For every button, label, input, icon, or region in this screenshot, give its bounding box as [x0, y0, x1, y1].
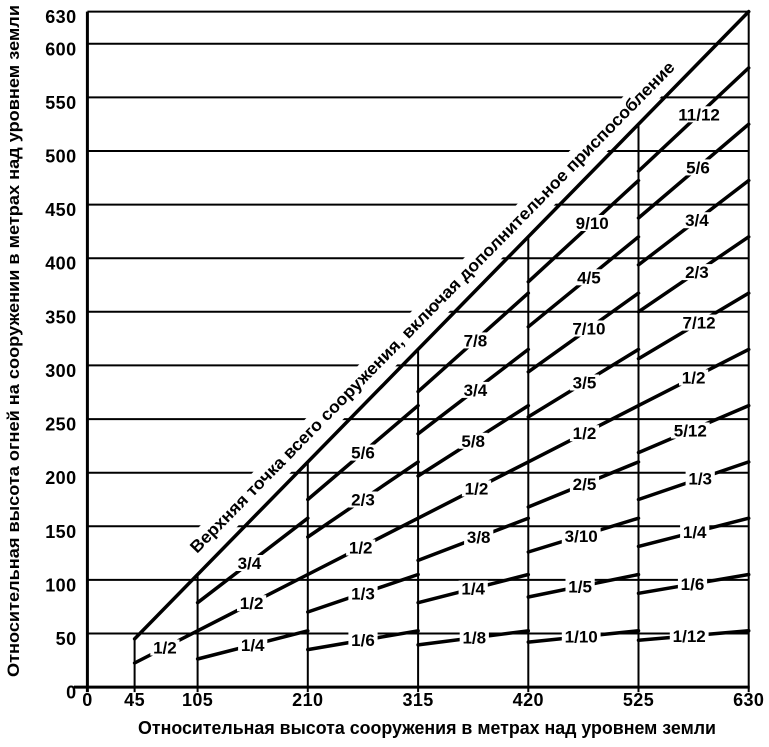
svg-text:1/2: 1/2 [573, 424, 597, 443]
svg-text:2/5: 2/5 [573, 475, 597, 494]
svg-text:1/2: 1/2 [682, 369, 706, 388]
svg-text:2/3: 2/3 [351, 491, 375, 510]
svg-text:450: 450 [45, 200, 76, 220]
svg-text:Относительная высота сооружени: Относительная высота сооружения в метрах… [138, 718, 716, 738]
svg-text:0: 0 [66, 683, 76, 703]
svg-text:7/12: 7/12 [683, 314, 716, 333]
svg-text:1/12: 1/12 [673, 627, 706, 646]
svg-text:250: 250 [45, 415, 76, 435]
svg-text:1/2: 1/2 [465, 479, 489, 498]
svg-text:11/12: 11/12 [678, 105, 720, 124]
svg-text:1/10: 1/10 [565, 628, 598, 647]
svg-text:1/2: 1/2 [349, 539, 373, 558]
svg-text:Относительная высота огней на: Относительная высота огней на сооружении… [4, 5, 23, 677]
svg-text:3/4: 3/4 [464, 381, 488, 400]
svg-text:7/10: 7/10 [572, 320, 605, 339]
svg-text:5/6: 5/6 [351, 444, 375, 463]
svg-text:1/3: 1/3 [688, 469, 712, 488]
svg-text:1/6: 1/6 [681, 575, 705, 594]
svg-text:7/8: 7/8 [464, 331, 488, 350]
svg-text:400: 400 [45, 254, 76, 274]
svg-text:1/4: 1/4 [241, 636, 265, 655]
svg-text:3/4: 3/4 [685, 211, 709, 230]
svg-text:4/5: 4/5 [577, 268, 601, 287]
svg-text:1/6: 1/6 [351, 631, 375, 650]
svg-text:2/3: 2/3 [685, 263, 709, 282]
svg-text:550: 550 [45, 93, 76, 113]
svg-text:3/8: 3/8 [467, 528, 491, 547]
svg-text:3/10: 3/10 [565, 527, 598, 546]
svg-text:1/4: 1/4 [683, 523, 707, 542]
svg-text:1/3: 1/3 [351, 584, 375, 603]
svg-text:1/5: 1/5 [568, 578, 592, 597]
svg-text:3/5: 3/5 [573, 374, 597, 393]
svg-text:500: 500 [45, 147, 76, 167]
svg-text:0: 0 [82, 690, 92, 710]
svg-text:5/6: 5/6 [686, 158, 710, 177]
svg-text:3/4: 3/4 [238, 554, 262, 573]
svg-text:525: 525 [623, 690, 654, 710]
svg-text:630: 630 [733, 690, 764, 710]
svg-text:105: 105 [182, 690, 213, 710]
svg-text:5/12: 5/12 [674, 422, 707, 441]
svg-text:600: 600 [45, 39, 76, 59]
svg-text:1/4: 1/4 [461, 580, 485, 599]
svg-text:1/2: 1/2 [153, 639, 177, 658]
svg-text:5/8: 5/8 [461, 432, 485, 451]
svg-text:630: 630 [45, 7, 76, 27]
svg-text:45: 45 [124, 690, 145, 710]
svg-text:300: 300 [45, 361, 76, 381]
svg-text:50: 50 [56, 629, 77, 649]
svg-text:150: 150 [45, 522, 76, 542]
svg-text:1/2: 1/2 [240, 594, 264, 613]
svg-text:350: 350 [45, 307, 76, 327]
svg-text:210: 210 [292, 690, 323, 710]
svg-text:315: 315 [402, 690, 433, 710]
svg-text:1/8: 1/8 [462, 629, 486, 648]
svg-text:100: 100 [45, 575, 76, 595]
svg-text:9/10: 9/10 [576, 214, 609, 233]
svg-text:200: 200 [45, 468, 76, 488]
svg-text:420: 420 [513, 690, 544, 710]
